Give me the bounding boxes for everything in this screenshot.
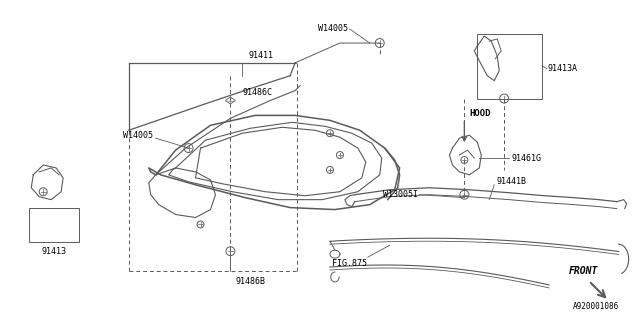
Text: W13005I: W13005I bbox=[383, 190, 417, 199]
Text: A920001086: A920001086 bbox=[572, 302, 619, 311]
Text: 91461G: 91461G bbox=[511, 154, 541, 163]
Text: W14005: W14005 bbox=[318, 24, 348, 33]
Text: 91413: 91413 bbox=[42, 247, 67, 256]
Text: 91486C: 91486C bbox=[243, 88, 273, 97]
Text: 91441B: 91441B bbox=[496, 177, 526, 186]
Text: 91413A: 91413A bbox=[547, 64, 577, 73]
Text: FRONT: FRONT bbox=[569, 266, 598, 276]
Text: W14005: W14005 bbox=[123, 131, 153, 140]
Bar bbox=[477, 34, 542, 99]
Text: 91411: 91411 bbox=[248, 52, 273, 60]
Bar bbox=[29, 208, 79, 242]
Text: 91486B: 91486B bbox=[236, 277, 266, 286]
Text: FIG.875: FIG.875 bbox=[332, 259, 367, 268]
Text: HOOD: HOOD bbox=[469, 109, 491, 118]
